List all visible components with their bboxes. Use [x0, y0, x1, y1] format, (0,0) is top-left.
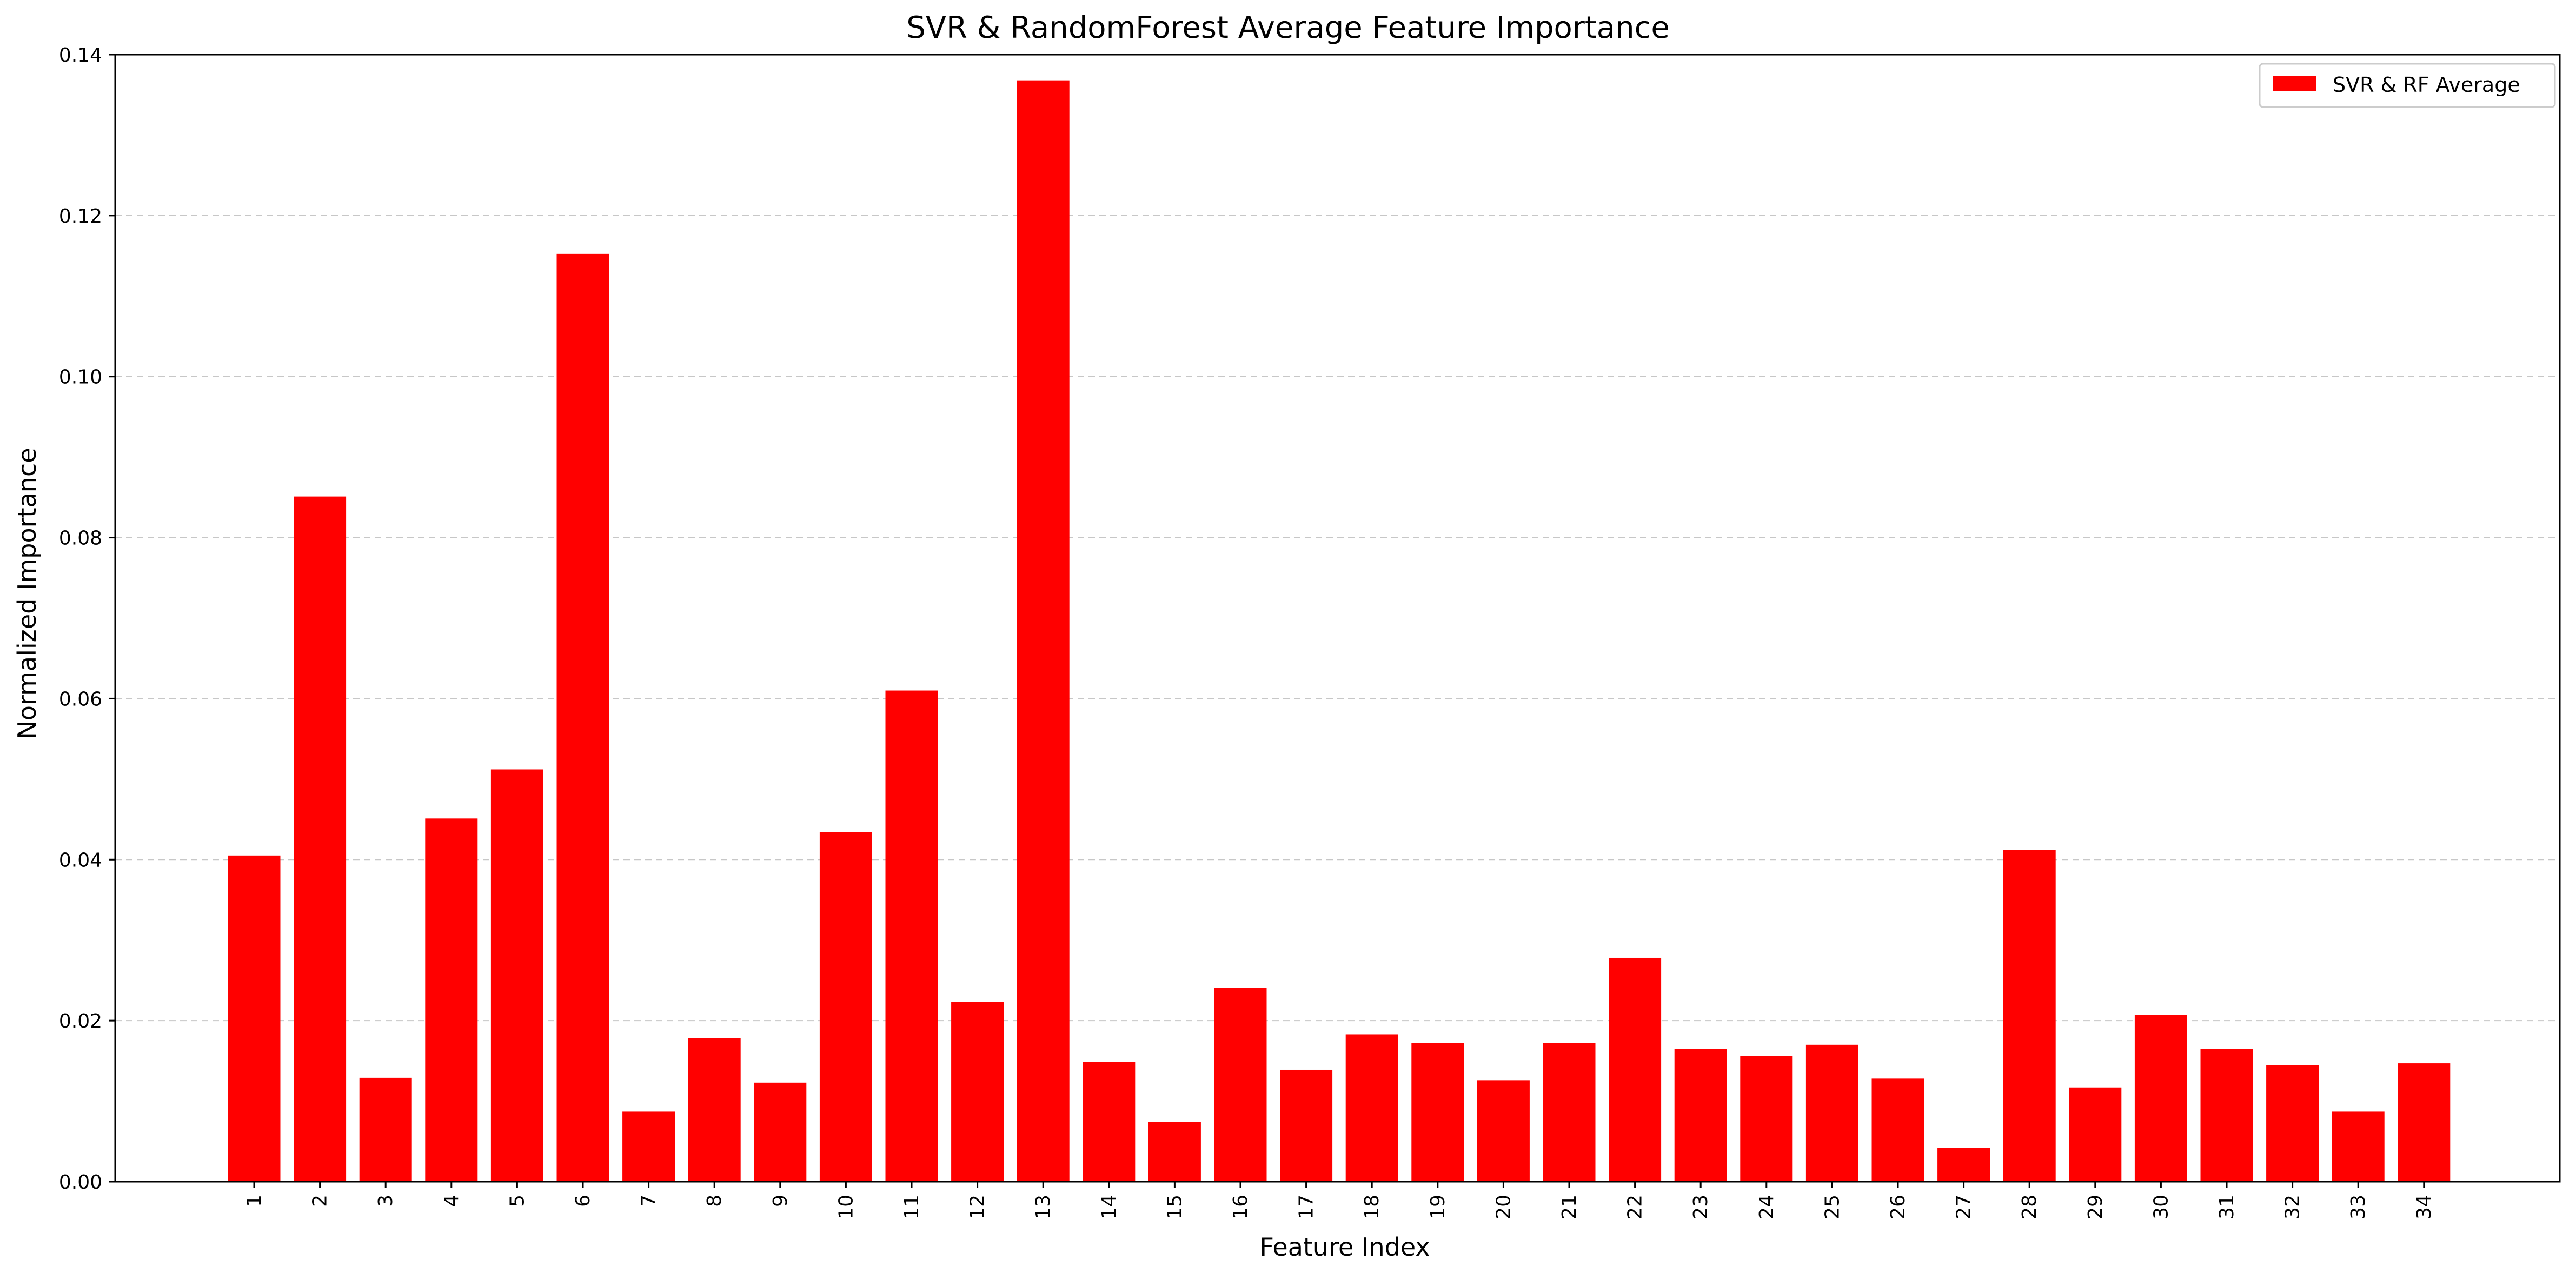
x-tick-label: 25: [1821, 1195, 1843, 1219]
bar-feature-26: [1871, 1078, 1924, 1182]
x-tick-label: 14: [1098, 1195, 1120, 1219]
bar-feature-20: [1477, 1080, 1530, 1182]
x-tick-label: 30: [2150, 1195, 2172, 1219]
x-tick-label: 2: [309, 1195, 331, 1207]
y-tick-label: 0.00: [59, 1171, 102, 1194]
x-tick-label: 26: [1887, 1195, 1909, 1219]
bar-feature-30: [2134, 1015, 2187, 1182]
chart-title: SVR & RandomForest Average Feature Impor…: [906, 10, 1670, 45]
bar-feature-7: [622, 1111, 675, 1182]
bar-feature-11: [885, 690, 938, 1182]
x-tick-label: 10: [835, 1195, 857, 1219]
bar-feature-13: [1017, 80, 1070, 1182]
x-tick-label: 5: [506, 1195, 528, 1207]
bar-feature-19: [1411, 1043, 1464, 1182]
plot-frame: [114, 54, 2561, 1183]
x-tick-label: 13: [1032, 1195, 1054, 1219]
bar-feature-5: [490, 769, 543, 1182]
x-tick-label: 19: [1427, 1195, 1449, 1219]
y-axis-label: Normalized Importance: [12, 448, 42, 739]
x-tick-label: 7: [638, 1195, 660, 1207]
y-tick-label: 0.10: [59, 366, 102, 389]
bar-feature-12: [951, 1002, 1004, 1182]
legend-label: SVR & RF Average: [2333, 73, 2520, 97]
x-tick-label: 20: [1492, 1195, 1515, 1219]
bar-feature-9: [754, 1082, 807, 1182]
gridlines: [115, 54, 2560, 1182]
y-tick-label: 0.12: [59, 205, 102, 228]
bars: [228, 80, 2451, 1182]
y-tick-label: 0.14: [59, 44, 102, 66]
x-tick-label: 4: [441, 1195, 463, 1207]
bar-feature-16: [1214, 988, 1267, 1182]
bar-feature-31: [2200, 1049, 2253, 1182]
bar-feature-22: [1609, 957, 1662, 1182]
x-tick-label: 27: [1953, 1195, 1975, 1219]
bar-feature-32: [2266, 1065, 2319, 1182]
x-tick-label: 24: [1756, 1195, 1778, 1219]
x-tick-label: 17: [1296, 1195, 1318, 1219]
x-tick-label: 6: [572, 1195, 594, 1207]
bar-feature-25: [1805, 1044, 1858, 1182]
x-tick-label: 31: [2216, 1195, 2238, 1219]
bar-feature-1: [228, 855, 281, 1182]
x-tick-label: 9: [769, 1195, 792, 1207]
x-tick-label: 34: [2413, 1195, 2435, 1219]
bar-feature-34: [2398, 1063, 2451, 1182]
bar-feature-4: [425, 818, 478, 1182]
bar-feature-2: [294, 496, 347, 1182]
x-axis-ticks: 1 2 3 4 5 6 7 8 9 10 11 12 13 14 15 16 17 18 19 20 21 22 23 24 2…: [243, 1182, 2435, 1219]
x-tick-label: 22: [1624, 1195, 1646, 1219]
x-tick-label: 12: [967, 1195, 989, 1219]
legend-box: [2259, 63, 2556, 108]
y-tick-label: 0.06: [59, 688, 102, 710]
bar-feature-3: [359, 1077, 412, 1182]
bar-feature-24: [1740, 1056, 1793, 1182]
legend: SVR & RF Average: [2259, 63, 2556, 108]
bar-feature-18: [1345, 1034, 1398, 1182]
x-tick-label: 16: [1230, 1195, 1252, 1219]
x-tick-label: 33: [2347, 1195, 2369, 1219]
bar-feature-29: [2069, 1087, 2122, 1182]
y-tick-label: 0.02: [59, 1010, 102, 1032]
bar-feature-27: [1937, 1148, 1990, 1182]
x-tick-label: 21: [1558, 1195, 1581, 1219]
bar-feature-14: [1083, 1062, 1136, 1182]
bar-feature-10: [819, 832, 872, 1182]
x-tick-label: 3: [375, 1195, 397, 1207]
legend-swatch: [2273, 76, 2316, 91]
bar-feature-33: [2332, 1111, 2385, 1182]
x-tick-label: 1: [243, 1195, 265, 1207]
x-tick-label: 32: [2282, 1195, 2304, 1219]
x-tick-label: 29: [2084, 1195, 2107, 1219]
x-tick-label: 15: [1164, 1195, 1186, 1219]
y-tick-label: 0.04: [59, 849, 102, 871]
x-tick-label: 11: [901, 1195, 923, 1219]
x-tick-label: 18: [1361, 1195, 1383, 1219]
bar-feature-15: [1148, 1122, 1201, 1182]
x-tick-label: 23: [1690, 1195, 1712, 1219]
bar-feature-21: [1543, 1043, 1596, 1182]
bar-feature-28: [2003, 850, 2056, 1182]
bar-feature-23: [1674, 1049, 1727, 1182]
x-tick-label: 28: [2019, 1195, 2041, 1219]
bar-feature-6: [556, 253, 609, 1182]
bar-feature-17: [1280, 1069, 1333, 1182]
x-tick-label: 8: [703, 1195, 726, 1207]
y-axis-ticks: 0.00 0.02 0.04 0.06 0.08 0.10 0.12 0.14: [59, 44, 115, 1194]
bar-feature-8: [688, 1038, 741, 1182]
y-tick-label: 0.08: [59, 528, 102, 550]
x-axis-label: Feature Index: [1259, 1232, 1430, 1262]
